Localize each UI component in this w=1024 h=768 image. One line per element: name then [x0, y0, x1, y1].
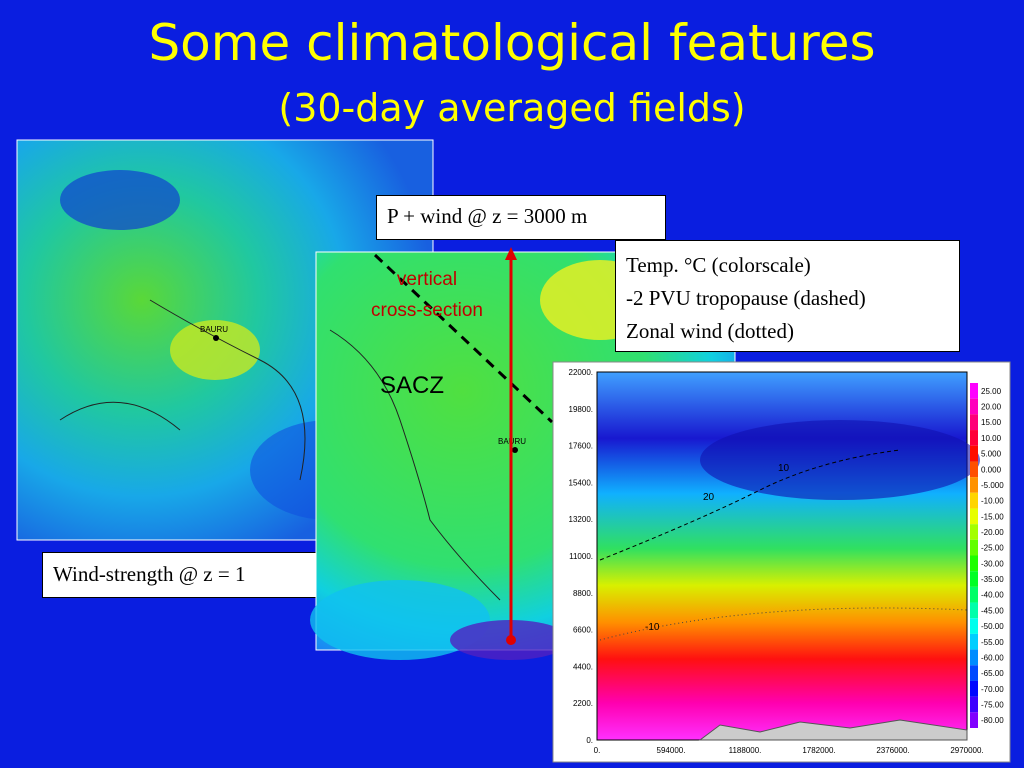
colorbar-label: -40.00: [981, 591, 1004, 600]
colorbar-swatch: [970, 633, 978, 650]
colorbar-label: -80.00: [981, 716, 1004, 725]
colorbar-swatch: [970, 586, 978, 603]
colorbar-label: 25.00: [981, 387, 1002, 396]
colorbar-label: -15.00: [981, 512, 1004, 521]
colorbar-swatch: [970, 539, 978, 556]
colorbar-label: -45.00: [981, 606, 1004, 615]
x-tick-label: 594000.: [657, 746, 686, 755]
y-tick-label: 6600.: [573, 626, 593, 635]
x-tick-label: 1188000.: [729, 746, 762, 755]
colorbar-swatch: [970, 571, 978, 587]
colorbar-label: -30.00: [981, 559, 1004, 568]
cross-section: 10 20 -10 22000. 19800. 17600. 15400. 13200.…: [552, 361, 1011, 763]
colorbar-swatch: [970, 696, 978, 713]
colorbar-label: 20.00: [981, 403, 1002, 412]
legend-line: Temp. °C (colorscale): [626, 253, 811, 277]
y-tick-label: 19800.: [569, 405, 593, 414]
colorbar-label: -5.000: [981, 481, 1004, 490]
y-tick-label: 4400.: [573, 662, 593, 671]
x-tick-label: 1782000.: [802, 746, 835, 755]
colorbar-swatch: [970, 712, 978, 728]
city-label: BAURU: [200, 325, 228, 334]
colorbar-swatch: [970, 665, 978, 681]
contour-label: -10: [645, 622, 660, 633]
colorbar-label: -70.00: [981, 685, 1004, 694]
colorbar-label: 15.00: [981, 418, 1002, 427]
colorbar-swatch: [970, 477, 978, 493]
colorbar-swatch: [970, 602, 978, 619]
x-tick-label: 0.: [594, 746, 601, 755]
colorbar-swatch: [970, 618, 978, 634]
slide-title: Some climatological features: [148, 14, 876, 72]
legend-line: -2 PVU tropopause (dashed): [626, 286, 866, 310]
colorbar-label: -35.00: [981, 575, 1004, 584]
section-label: cross-section: [371, 300, 483, 321]
y-tick-label: 17600.: [569, 442, 593, 451]
y-tick-label: 11000.: [569, 552, 593, 561]
slide-subtitle: (30-day averaged fields): [278, 86, 746, 130]
colorbar-swatch: [970, 649, 978, 666]
y-tick-label: 22000.: [569, 368, 593, 377]
legend-box: Temp. °C (colorscale) -2 PVU tropopause …: [615, 240, 960, 352]
section-label: vertical: [397, 269, 457, 290]
contour-label: 10: [778, 463, 790, 474]
colorbar-swatch: [970, 680, 978, 697]
x-tick-label: 2970000.: [950, 746, 983, 755]
colorbar-swatch: [970, 461, 978, 478]
colorbar-label: -25.00: [981, 544, 1004, 553]
colorbar-label: -60.00: [981, 653, 1004, 662]
colorbar-swatch: [970, 414, 978, 431]
y-tick-label: 13200.: [569, 515, 593, 524]
colorbar-label: -65.00: [981, 669, 1004, 678]
colorbar-swatch: [970, 445, 978, 462]
colorbar-label: -10.00: [981, 497, 1004, 506]
legend-line: Zonal wind (dotted): [626, 319, 794, 343]
colorbar-label: 5.000: [981, 450, 1002, 459]
y-tick-label: 15400.: [569, 478, 593, 487]
colorbar-swatch: [970, 524, 978, 540]
colorbar-label: -55.00: [981, 638, 1004, 647]
colorbar-swatch: [970, 398, 978, 415]
colorbar-label: 10.00: [981, 434, 1002, 443]
colorbar-label: -75.00: [981, 700, 1004, 709]
left-caption: Wind-strength @ z = 1: [42, 552, 332, 598]
colorbar-swatch: [970, 508, 978, 525]
colorbar-swatch: [970, 492, 978, 509]
colorbar-label: -20.00: [981, 528, 1004, 537]
x-tick-label: 2376000.: [876, 746, 909, 755]
colorbar-swatch: [970, 430, 978, 446]
y-tick-label: 0.: [586, 736, 593, 745]
contour-label: 20: [703, 492, 715, 503]
y-tick-label: 2200.: [573, 699, 593, 708]
colorbar-swatch: [970, 383, 978, 399]
colorbar-label: -50.00: [981, 622, 1004, 631]
colorbar-label: 0.000: [981, 465, 1002, 474]
colorbar-swatch: [970, 555, 978, 572]
middle-caption: P + wind @ z = 3000 m: [376, 195, 666, 240]
region-label: SACZ: [380, 372, 444, 399]
y-tick-label: 8800.: [573, 589, 593, 598]
